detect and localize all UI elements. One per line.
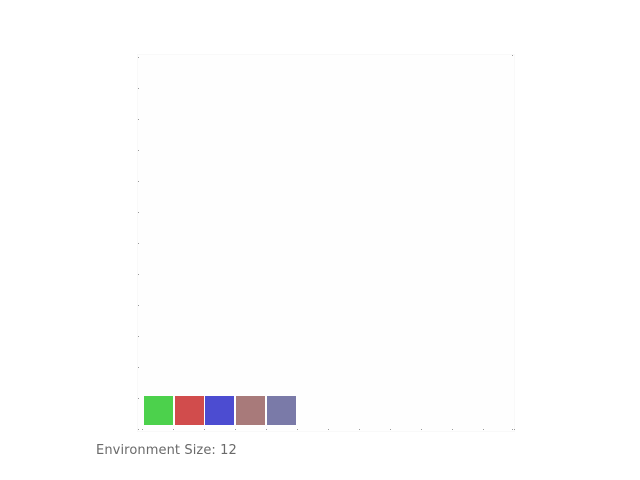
grid-dot (204, 429, 205, 430)
mauve-block (236, 396, 266, 425)
environment-size-label: Environment Size: 12 (96, 443, 237, 458)
grid-dot (328, 429, 329, 430)
environment-size-value: 12 (220, 443, 237, 458)
grid-dot (421, 429, 422, 430)
grid-dot (138, 119, 139, 120)
red-block (174, 396, 204, 425)
grid-dot (138, 274, 139, 275)
grid-dot (138, 212, 139, 213)
grid-dot (138, 336, 139, 337)
grid-dot (266, 429, 267, 430)
grid-dot (138, 181, 139, 182)
grid-dot (483, 429, 484, 430)
grid-dot (173, 429, 174, 430)
grid-dot (512, 55, 513, 56)
grid-dot (235, 429, 236, 430)
grid-dot (138, 429, 139, 430)
grid-dot (359, 429, 360, 430)
grid-dot (512, 429, 513, 430)
grid-dot (138, 57, 139, 58)
grid-dot (452, 429, 453, 430)
environment-board (138, 55, 515, 431)
grid-dot (138, 398, 139, 399)
green-block (144, 396, 173, 425)
grid-dot (514, 429, 515, 430)
grid-dot (138, 305, 139, 306)
grid-dot (142, 429, 143, 430)
slate-block (266, 396, 296, 425)
grid-dot (390, 429, 391, 430)
grid-dot (138, 243, 139, 244)
grid-dot (297, 429, 298, 430)
grid-dot (138, 367, 139, 368)
blue-block (205, 396, 235, 425)
grid-dot (138, 88, 139, 89)
grid-dot (138, 150, 139, 151)
environment-size-text: Environment Size: (96, 443, 216, 458)
